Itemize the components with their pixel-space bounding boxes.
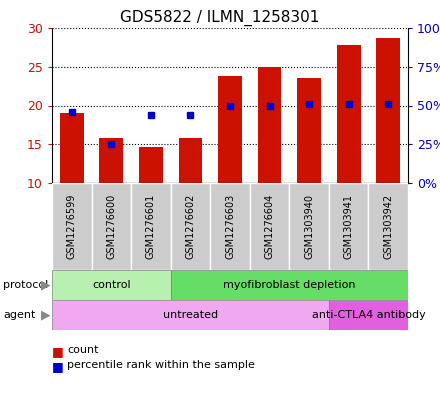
Bar xyxy=(52,270,171,300)
Bar xyxy=(60,113,84,183)
Text: count: count xyxy=(67,345,99,355)
Bar xyxy=(52,300,329,330)
Text: ■: ■ xyxy=(52,345,64,358)
Text: GSM1276602: GSM1276602 xyxy=(185,194,195,259)
Text: protocol: protocol xyxy=(3,280,48,290)
Text: myofibroblast depletion: myofibroblast depletion xyxy=(223,280,356,290)
Text: control: control xyxy=(92,280,131,290)
Bar xyxy=(52,183,92,270)
Text: ■: ■ xyxy=(52,360,64,373)
Text: GDS5822 / ILMN_1258301: GDS5822 / ILMN_1258301 xyxy=(120,10,320,26)
Bar xyxy=(258,67,282,183)
Bar xyxy=(171,183,210,270)
Bar xyxy=(329,300,408,330)
Bar xyxy=(139,147,163,183)
Bar xyxy=(250,183,290,270)
Text: GSM1276604: GSM1276604 xyxy=(264,194,275,259)
Bar xyxy=(92,183,131,270)
Text: GSM1276600: GSM1276600 xyxy=(106,194,116,259)
Bar xyxy=(218,76,242,183)
Text: anti-CTLA4 antibody: anti-CTLA4 antibody xyxy=(312,310,425,320)
Bar xyxy=(99,138,123,183)
Text: GSM1303941: GSM1303941 xyxy=(344,194,354,259)
Text: GSM1303940: GSM1303940 xyxy=(304,194,314,259)
Bar xyxy=(290,183,329,270)
Bar xyxy=(376,38,400,183)
Bar xyxy=(297,78,321,183)
Bar xyxy=(368,183,408,270)
Bar xyxy=(329,183,368,270)
Text: untreated: untreated xyxy=(163,310,218,320)
Text: ▶: ▶ xyxy=(41,309,51,321)
Text: GSM1303942: GSM1303942 xyxy=(383,194,393,259)
Text: GSM1276601: GSM1276601 xyxy=(146,194,156,259)
Bar xyxy=(210,183,250,270)
Text: agent: agent xyxy=(3,310,35,320)
Text: GSM1276599: GSM1276599 xyxy=(67,194,77,259)
Text: GSM1276603: GSM1276603 xyxy=(225,194,235,259)
Bar xyxy=(179,138,202,183)
Text: percentile rank within the sample: percentile rank within the sample xyxy=(67,360,255,370)
Bar xyxy=(337,45,360,183)
Bar xyxy=(131,183,171,270)
Bar xyxy=(171,270,408,300)
Text: ▶: ▶ xyxy=(41,279,51,292)
